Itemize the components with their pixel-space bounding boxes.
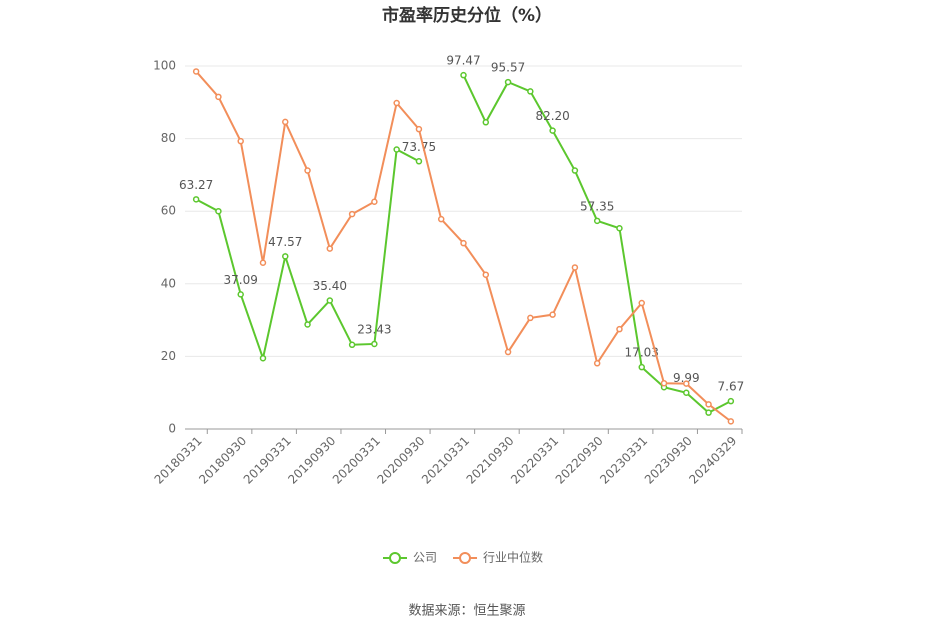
point	[705, 401, 712, 408]
point	[527, 314, 534, 322]
point	[259, 354, 267, 362]
point	[393, 146, 400, 153]
chart-title: 市盈率历史分位（%）	[382, 5, 552, 26]
point	[705, 409, 712, 416]
point	[437, 215, 445, 223]
point	[326, 297, 334, 304]
point	[727, 418, 735, 425]
point	[460, 239, 467, 247]
point	[460, 71, 467, 79]
x-tick-label: 20240329	[686, 434, 739, 487]
value-label: 47.57	[268, 235, 302, 249]
y-tick-label: 20	[161, 349, 176, 363]
legend-label: 公司	[413, 551, 437, 565]
point	[304, 167, 311, 174]
point	[638, 363, 645, 371]
point	[304, 321, 311, 328]
legend-marker	[389, 552, 401, 564]
point	[571, 264, 579, 271]
point	[237, 137, 244, 145]
point	[348, 341, 356, 349]
point	[527, 88, 534, 95]
point	[616, 225, 623, 232]
value-label: 57.35	[580, 199, 614, 213]
value-label: 17.03	[625, 346, 659, 360]
point	[282, 118, 289, 126]
point	[371, 340, 378, 348]
value-label: 63.27	[179, 178, 213, 192]
point	[282, 253, 289, 260]
y-tick-label: 40	[161, 276, 176, 290]
point	[683, 389, 690, 396]
y-tick-label: 0	[168, 422, 176, 436]
point	[371, 198, 378, 206]
point	[326, 245, 334, 252]
point	[683, 380, 690, 387]
point	[192, 68, 200, 75]
point	[348, 210, 356, 218]
legend-label: 行业中位数	[483, 550, 543, 565]
point	[593, 217, 601, 225]
point	[482, 271, 490, 278]
value-label: 35.40	[313, 279, 347, 293]
value-label: 97.47	[446, 54, 480, 68]
point	[638, 299, 645, 307]
point	[616, 325, 623, 333]
point	[549, 311, 556, 318]
point	[571, 167, 579, 174]
value-label: 9.99	[673, 371, 700, 385]
y-tick-label: 60	[161, 204, 176, 218]
point	[504, 348, 512, 356]
point	[482, 119, 490, 126]
point	[727, 397, 735, 405]
point	[215, 93, 222, 101]
point	[259, 259, 267, 266]
value-label: 23.43	[357, 322, 391, 336]
value-label: 73.75	[402, 140, 436, 154]
point	[393, 99, 400, 107]
value-label: 82.20	[535, 109, 569, 123]
point	[504, 78, 512, 86]
value-label: 95.57	[491, 61, 525, 75]
point	[660, 380, 668, 387]
y-tick-label: 100	[153, 59, 176, 73]
point	[237, 291, 244, 298]
value-label: 37.09	[224, 273, 258, 287]
point	[415, 125, 423, 133]
point	[593, 360, 601, 367]
y-tick-label: 80	[161, 131, 176, 145]
point	[415, 158, 423, 165]
value-label: 7.67	[718, 380, 745, 394]
source: 数据来源：恒生聚源	[408, 604, 525, 619]
point	[215, 207, 222, 215]
point	[549, 127, 556, 134]
legend-marker	[459, 552, 472, 564]
point	[192, 196, 200, 203]
